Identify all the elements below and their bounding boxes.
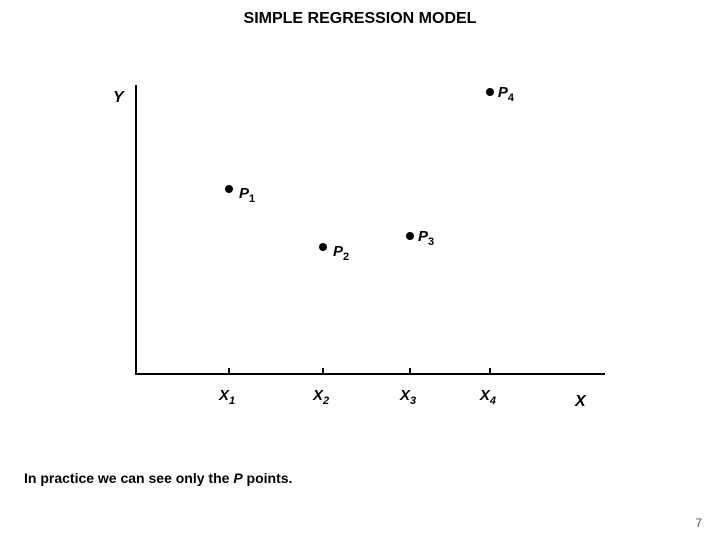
- scatter-chart: Y X X1X2X3X4P1P2P3P4: [135, 85, 605, 375]
- data-point: [486, 88, 494, 96]
- x-axis: [135, 373, 605, 375]
- x-tick: [228, 368, 230, 375]
- x-axis-label: X: [575, 393, 586, 411]
- x-tick-label: X4: [480, 387, 496, 407]
- x-tick: [322, 368, 324, 375]
- caption-text: In practice we can see only the P points…: [24, 470, 292, 486]
- y-axis: [135, 85, 137, 375]
- data-point: [406, 232, 414, 240]
- point-label: P2: [333, 243, 349, 263]
- chart-title: SIMPLE REGRESSION MODEL: [0, 10, 720, 28]
- caption-prefix: In practice we can see only the: [24, 470, 233, 486]
- x-tick: [409, 368, 411, 375]
- x-tick: [489, 368, 491, 375]
- data-point: [319, 243, 327, 251]
- point-label: P3: [418, 228, 434, 248]
- point-label: P1: [239, 185, 255, 205]
- point-label: P4: [498, 84, 514, 104]
- x-tick-label: X2: [313, 387, 329, 407]
- y-axis-label: Y: [113, 89, 124, 107]
- caption-ital: P: [233, 470, 242, 486]
- page-number: 7: [695, 516, 702, 530]
- x-tick-label: X3: [400, 387, 416, 407]
- data-point: [225, 185, 233, 193]
- caption-suffix: points.: [243, 470, 293, 486]
- x-tick-label: X1: [219, 387, 235, 407]
